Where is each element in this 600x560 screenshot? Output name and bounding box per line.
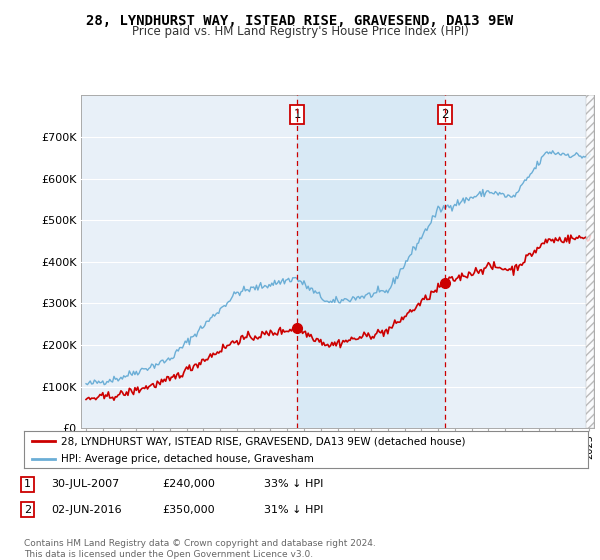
Text: 02-JUN-2016: 02-JUN-2016 (51, 505, 122, 515)
Text: 2: 2 (24, 505, 31, 515)
Text: HPI: Average price, detached house, Gravesham: HPI: Average price, detached house, Grav… (61, 454, 314, 464)
Text: Contains HM Land Registry data © Crown copyright and database right 2024.
This d: Contains HM Land Registry data © Crown c… (24, 539, 376, 559)
Text: £240,000: £240,000 (162, 479, 215, 489)
Text: 31% ↓ HPI: 31% ↓ HPI (264, 505, 323, 515)
Text: Price paid vs. HM Land Registry's House Price Index (HPI): Price paid vs. HM Land Registry's House … (131, 25, 469, 38)
Text: 28, LYNDHURST WAY, ISTEAD RISE, GRAVESEND, DA13 9EW (detached house): 28, LYNDHURST WAY, ISTEAD RISE, GRAVESEN… (61, 436, 465, 446)
Text: 33% ↓ HPI: 33% ↓ HPI (264, 479, 323, 489)
Text: 2: 2 (442, 108, 449, 121)
Text: 1: 1 (293, 108, 301, 121)
Text: 1: 1 (24, 479, 31, 489)
Text: 28, LYNDHURST WAY, ISTEAD RISE, GRAVESEND, DA13 9EW: 28, LYNDHURST WAY, ISTEAD RISE, GRAVESEN… (86, 14, 514, 28)
Bar (297, 95, 445, 428)
Text: £350,000: £350,000 (162, 505, 215, 515)
Text: 30-JUL-2007: 30-JUL-2007 (51, 479, 119, 489)
Bar (586, 95, 594, 428)
